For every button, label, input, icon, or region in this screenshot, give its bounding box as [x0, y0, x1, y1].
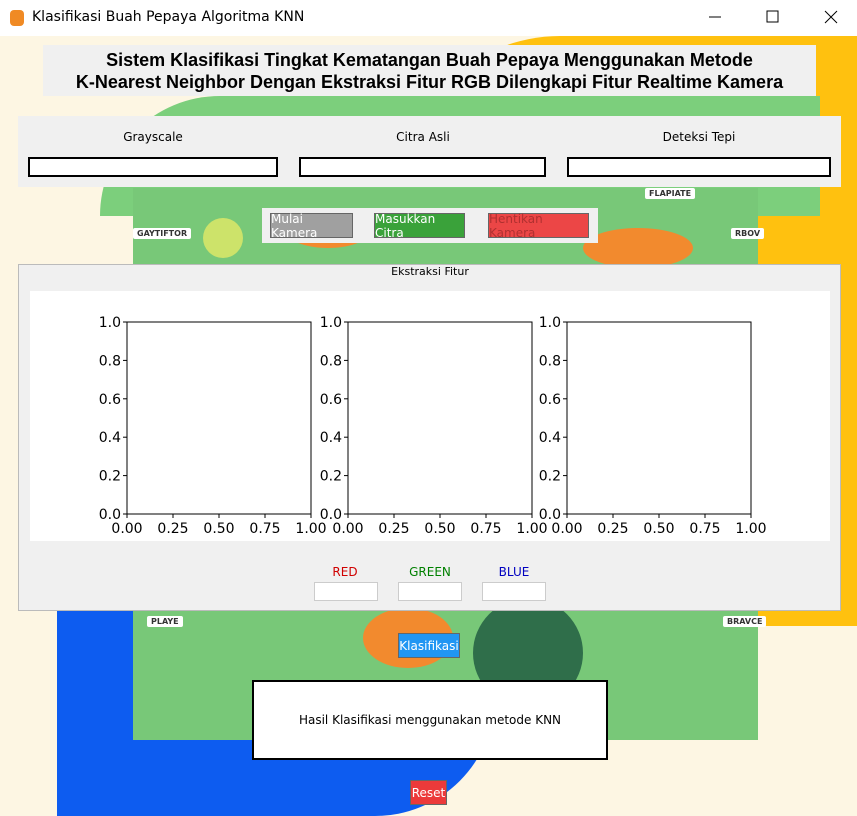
load-image-button[interactable]: Masukkan Citra	[374, 212, 465, 240]
app-icon	[10, 10, 24, 26]
x-tick-label: 1.00	[516, 521, 547, 537]
y-tick-label: 0.4	[99, 430, 121, 446]
preview-box	[567, 157, 831, 177]
red-input[interactable]	[314, 582, 378, 601]
green-input[interactable]	[398, 582, 462, 601]
y-tick-label: 0.4	[539, 430, 561, 446]
decor-label: BRAVCE	[723, 616, 767, 627]
y-tick-label: 0.0	[320, 507, 342, 523]
x-tick-label: 1.00	[735, 521, 766, 537]
y-tick-label: 0.2	[99, 469, 121, 485]
window-controls[interactable]	[697, 0, 857, 36]
y-tick-label: 0.4	[320, 430, 342, 446]
y-tick-label: 0.2	[539, 469, 561, 485]
y-tick-label: 0.2	[320, 469, 342, 485]
y-tick-label: 1.0	[539, 315, 561, 331]
preview-panel: Grayscale Citra Asli Deteksi Tepi	[18, 116, 841, 187]
x-tick-label: 0.75	[470, 521, 501, 537]
y-tick-label: 0.8	[320, 353, 342, 369]
decor-label: GAYTIFTOR	[133, 228, 192, 239]
histogram-plots: 0.00.20.40.60.81.00.00 0.25 0.50 0.75 1.000.…	[30, 291, 830, 541]
close[interactable]	[824, 10, 838, 24]
x-tick-label: 0.25	[597, 521, 628, 537]
classify-button[interactable]: Klasifikasi	[398, 633, 460, 658]
y-tick-label: 0.6	[99, 392, 121, 408]
plot-axes	[126, 321, 312, 515]
result-box: Hasil Klasifikasi menggunakan metode KNN	[252, 680, 608, 760]
decor-label: FLAPIATE	[645, 188, 696, 199]
window-title: Klasifikasi Buah Pepaya Algoritma KNN	[32, 9, 305, 25]
preview-box	[28, 157, 278, 177]
preview-label: Deteksi Tepi	[662, 130, 736, 144]
x-tick-label: 0.00	[332, 521, 363, 537]
y-tick-label: 0.0	[539, 507, 561, 523]
x-tick-label: 1.00	[295, 521, 326, 537]
x-tick-label: 0.00	[111, 521, 142, 537]
y-tick-label: 0.6	[539, 392, 561, 408]
y-tick-label: 0.6	[320, 392, 342, 408]
x-tick-label: 0.75	[689, 521, 720, 537]
reset-button[interactable]: Reset	[410, 780, 447, 805]
x-tick-label: 0.25	[378, 521, 409, 537]
preview-label: Citra Asli	[396, 130, 450, 144]
start-camera-button[interactable]: Mulai Kamera	[270, 212, 353, 240]
channel-label: GREEN	[409, 565, 451, 579]
maximize[interactable]	[766, 10, 779, 23]
y-tick-label: 0.8	[99, 353, 121, 369]
y-tick-label: 0.0	[99, 507, 121, 523]
plot-axes	[347, 321, 533, 515]
x-tick-label: 0.50	[203, 521, 234, 537]
x-tick-label: 0.25	[157, 521, 188, 537]
stop-camera-button[interactable]: Hentikan Kamera	[488, 212, 589, 240]
feature-legend: Ekstraksi Fitur	[389, 265, 471, 278]
x-tick-label: 0.50	[424, 521, 455, 537]
decor-label: PLAYE	[147, 616, 183, 627]
channel-label: RED	[332, 565, 358, 579]
y-tick-label: 0.8	[539, 353, 561, 369]
x-tick-label: 0.00	[551, 521, 582, 537]
blue-input[interactable]	[482, 582, 546, 601]
header-line: K-Nearest Neighbor Dengan Ekstraksi Fitu…	[75, 72, 784, 92]
plot-axes	[566, 321, 752, 515]
preview-box	[299, 157, 546, 177]
channel-label: BLUE	[498, 565, 530, 579]
title-bar: Klasifikasi Buah Pepaya Algoritma KNN	[0, 0, 857, 36]
header-line: Sistem Klasifikasi Tingkat Kematangan Bu…	[106, 50, 753, 70]
header: Sistem Klasifikasi Tingkat Kematangan Bu…	[43, 45, 816, 96]
x-tick-label: 0.50	[643, 521, 674, 537]
result-text: Hasil Klasifikasi menggunakan metode KNN	[298, 713, 562, 727]
x-tick-label: 0.75	[249, 521, 280, 537]
preview-label: Grayscale	[123, 130, 183, 144]
decor-label: RBOV	[731, 228, 765, 239]
feature-frame: Ekstraksi Fitur 0.0 0.2 0.4 0.6 0.8 1.0 0.00 0.…	[18, 264, 841, 611]
y-tick-label: 1.0	[99, 315, 121, 331]
y-tick-label: 1.0	[320, 315, 342, 331]
